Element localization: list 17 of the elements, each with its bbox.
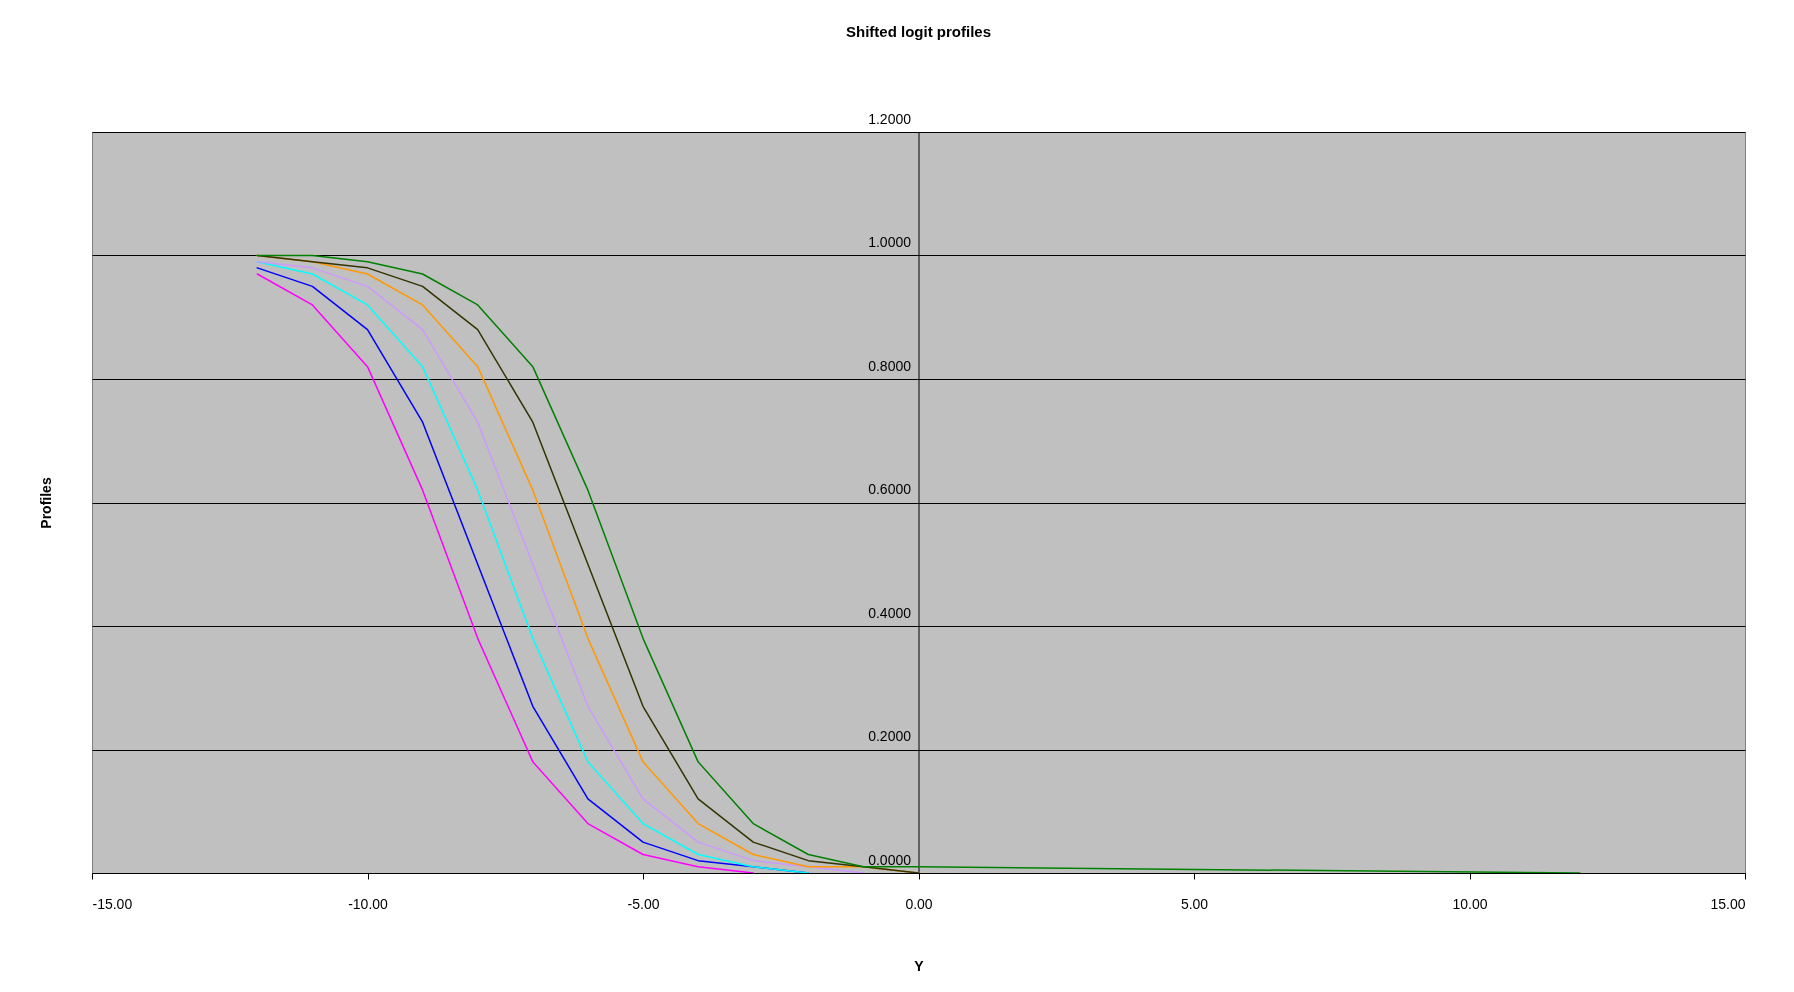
x-tick-label: 0.00 (905, 895, 933, 912)
y-tick-label: 0.0000 (868, 851, 912, 868)
y-tick-label: 0.8000 (868, 357, 912, 374)
x-tick-label: 15.00 (1710, 895, 1746, 912)
chart-title: Shifted logit profiles (846, 23, 991, 40)
y-tick-label: 1.0000 (868, 234, 912, 250)
x-tick-label: 5.00 (1180, 895, 1209, 912)
x-tick-label: -10.00 (348, 895, 389, 912)
y-tick-label: 0.4000 (868, 604, 912, 621)
x-axis-title: Y (914, 957, 925, 974)
x-tick-label: -5.00 (627, 895, 660, 912)
y-axis-title: Profiles (37, 477, 54, 529)
y-tick-label: 0.2000 (868, 728, 912, 744)
y-tick-label: 1.2000 (868, 110, 912, 127)
x-tick-label: 10.00 (1452, 895, 1488, 912)
y-tick-label: 0.6000 (868, 481, 912, 497)
x-tick-label: -15.00 (92, 895, 133, 912)
